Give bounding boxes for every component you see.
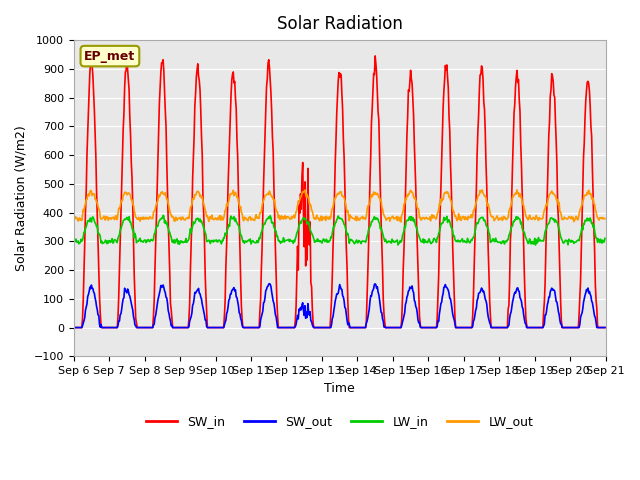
LW_out [601, 216, 609, 222]
SW_out [188, 310, 196, 316]
LW_in [134, 239, 142, 244]
LW_out [216, 213, 224, 218]
SW_in [420, 324, 428, 330]
SW_in [70, 324, 77, 330]
LW_out [188, 202, 196, 208]
Y-axis label: Solar Radiation (W/m2): Solar Radiation (W/m2) [15, 125, 28, 271]
SW_out [266, 281, 273, 287]
SW_out [404, 288, 412, 294]
LW_in [405, 215, 413, 220]
SW_out [601, 324, 609, 330]
SW_out [420, 324, 428, 330]
Line: LW_in: LW_in [74, 216, 605, 245]
LW_in [70, 238, 77, 243]
SW_out [70, 324, 77, 330]
LW_out [420, 215, 428, 221]
SW_in [404, 87, 412, 93]
LW_out [70, 216, 77, 221]
SW_in [189, 176, 196, 182]
SW_in [601, 324, 609, 330]
LW_in [159, 213, 167, 218]
Line: LW_out: LW_out [74, 190, 605, 222]
SW_in [79, 296, 87, 302]
LW_in [421, 237, 429, 242]
LW_out [397, 219, 405, 225]
LW_in [217, 240, 225, 245]
Title: Solar Radiation: Solar Radiation [276, 15, 403, 33]
LW_out [134, 216, 142, 222]
SW_out [79, 320, 87, 326]
LW_out [513, 187, 521, 193]
Line: SW_in: SW_in [74, 55, 605, 327]
LW_out [404, 191, 412, 197]
Line: SW_out: SW_out [74, 284, 605, 327]
SW_out [216, 324, 224, 330]
SW_in [217, 324, 225, 330]
LW_in [394, 242, 402, 248]
Text: EP_met: EP_met [84, 49, 136, 62]
LW_in [79, 234, 87, 240]
SW_in [123, 52, 131, 58]
SW_in [135, 324, 143, 330]
LW_in [601, 235, 609, 241]
Legend: SW_in, SW_out, LW_in, LW_out: SW_in, SW_out, LW_in, LW_out [141, 410, 538, 433]
LW_in [189, 223, 196, 229]
SW_out [134, 324, 142, 330]
X-axis label: Time: Time [324, 382, 355, 395]
LW_out [79, 206, 87, 212]
